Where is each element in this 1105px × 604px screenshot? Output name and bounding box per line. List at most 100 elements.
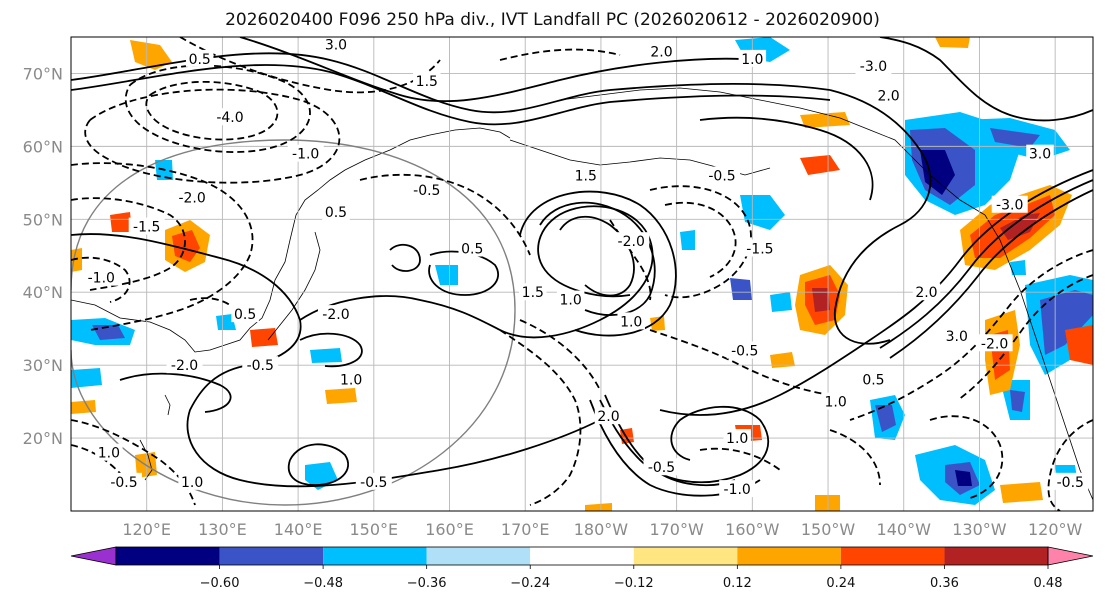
contour-line <box>71 419 196 506</box>
coastlines <box>71 87 1093 501</box>
conv-patch <box>1065 325 1093 365</box>
contour-label-bg <box>594 407 623 425</box>
lon-tick-label: 130°E <box>198 520 247 539</box>
contour-label: -1.0 <box>292 147 319 163</box>
contour-label-bg <box>174 188 211 206</box>
lat-tick-label: 50°N <box>23 210 63 229</box>
div-patch <box>92 325 125 340</box>
contour-label-bg <box>166 356 203 374</box>
contour-line <box>299 332 363 368</box>
lat-axis: 70°N 60°N 50°N 40°N 30°N 20°N <box>23 64 63 448</box>
contour-label-bg <box>738 49 767 67</box>
contour-line <box>879 179 1093 349</box>
contour-label-bg <box>572 166 600 184</box>
contour-label: 1.0 <box>340 373 362 389</box>
contour-label: -4.0 <box>216 110 243 126</box>
contour-label-bg <box>211 108 248 126</box>
lon-tick-label: 150°W <box>801 520 856 539</box>
contour-label-bg <box>1052 472 1089 490</box>
contour-line <box>389 243 421 272</box>
map-frame <box>70 36 1094 512</box>
contour-label-bg <box>413 71 441 89</box>
contour-line <box>829 429 881 486</box>
div-patch <box>990 128 1040 148</box>
contour-label: 2.0 <box>597 409 619 425</box>
contour-label-bg <box>287 144 324 162</box>
contour-label-bg <box>726 341 763 359</box>
colorbar-bin <box>633 547 738 565</box>
lat-tick-label: 40°N <box>23 283 63 302</box>
coastline-philippines <box>139 439 153 481</box>
contour-label-bg <box>83 268 120 286</box>
div-patch <box>875 405 896 432</box>
contour-label: 2.0 <box>877 88 899 104</box>
contour-label-bg <box>859 370 888 388</box>
conv-patch <box>650 316 665 331</box>
contour-line <box>71 162 254 331</box>
contour-label-bg <box>855 57 892 75</box>
contour-line <box>71 52 831 114</box>
contour-line <box>499 329 582 506</box>
contour-label-bg <box>458 239 486 257</box>
contour-label-bg <box>1026 144 1054 162</box>
coastline-taiwan <box>164 394 171 416</box>
colorbar-tick-label: −0.12 <box>614 576 654 591</box>
contour-label-bg <box>976 334 1013 352</box>
contour-label-bg <box>242 356 279 374</box>
conv-patch <box>110 212 132 232</box>
conv-patch <box>325 388 357 404</box>
colorbar-bin <box>426 547 531 565</box>
contour-label-bg <box>647 42 676 60</box>
lat-tick-label: 60°N <box>23 137 63 156</box>
contour-label-bg <box>317 305 354 323</box>
contour-label: 1.0 <box>741 52 763 68</box>
contour-line <box>1047 419 1093 511</box>
conv-patch <box>935 37 970 48</box>
contour-line <box>189 297 241 316</box>
div-patch <box>310 348 342 363</box>
div-patch <box>770 292 792 312</box>
contour-label-bg <box>105 472 142 490</box>
div-patch <box>1010 260 1026 275</box>
contour-line <box>519 319 601 391</box>
divergence-shading <box>71 37 1093 511</box>
contour-label: 3.0 <box>1029 147 1051 163</box>
contour-line <box>599 399 770 484</box>
map-title: 2026020400 F096 250 hPa div., IVT Landfa… <box>225 10 880 30</box>
conv-patch <box>800 155 840 175</box>
contour-label: -1.0 <box>88 271 115 287</box>
contour-label: -0.5 <box>247 358 274 374</box>
contour-label-bg <box>519 283 547 301</box>
colorbar-tick-label: −0.60 <box>200 576 240 591</box>
colorbar-tick-label: 0.36 <box>930 576 959 591</box>
contour-label: 1.0 <box>726 431 748 447</box>
contour-label-bg <box>723 429 751 447</box>
div-patch <box>955 470 972 486</box>
contour-label: 1.0 <box>98 446 120 462</box>
coastline-asia <box>71 127 511 353</box>
contour-label-bg <box>617 312 645 330</box>
contour-label: 3.0 <box>946 329 968 345</box>
coastline-na-west <box>984 214 1093 501</box>
contour-label: -1.5 <box>133 220 160 236</box>
contour-label-bg <box>741 239 778 257</box>
contour-label: 0.5 <box>325 205 347 221</box>
gridlines <box>71 37 1093 511</box>
contour-label: 0.5 <box>862 373 884 389</box>
contour-label-bg <box>231 305 259 323</box>
contour-line <box>359 173 531 256</box>
contour-label: -2.0 <box>322 307 349 323</box>
lon-tick-label: 140°W <box>877 520 932 539</box>
contour-label: -0.5 <box>360 475 387 491</box>
conv-patch <box>770 352 795 368</box>
contour-label: 2.0 <box>915 285 937 301</box>
lon-tick-label: 180°W <box>574 520 629 539</box>
contour-label-bg <box>95 443 123 461</box>
conv-patch <box>812 288 830 312</box>
contour-line <box>124 64 311 153</box>
contour-line <box>957 274 1093 401</box>
colorbar-bin <box>219 547 324 565</box>
contour-label: 1.0 <box>560 293 582 309</box>
contour-label: 0.5 <box>461 241 483 257</box>
